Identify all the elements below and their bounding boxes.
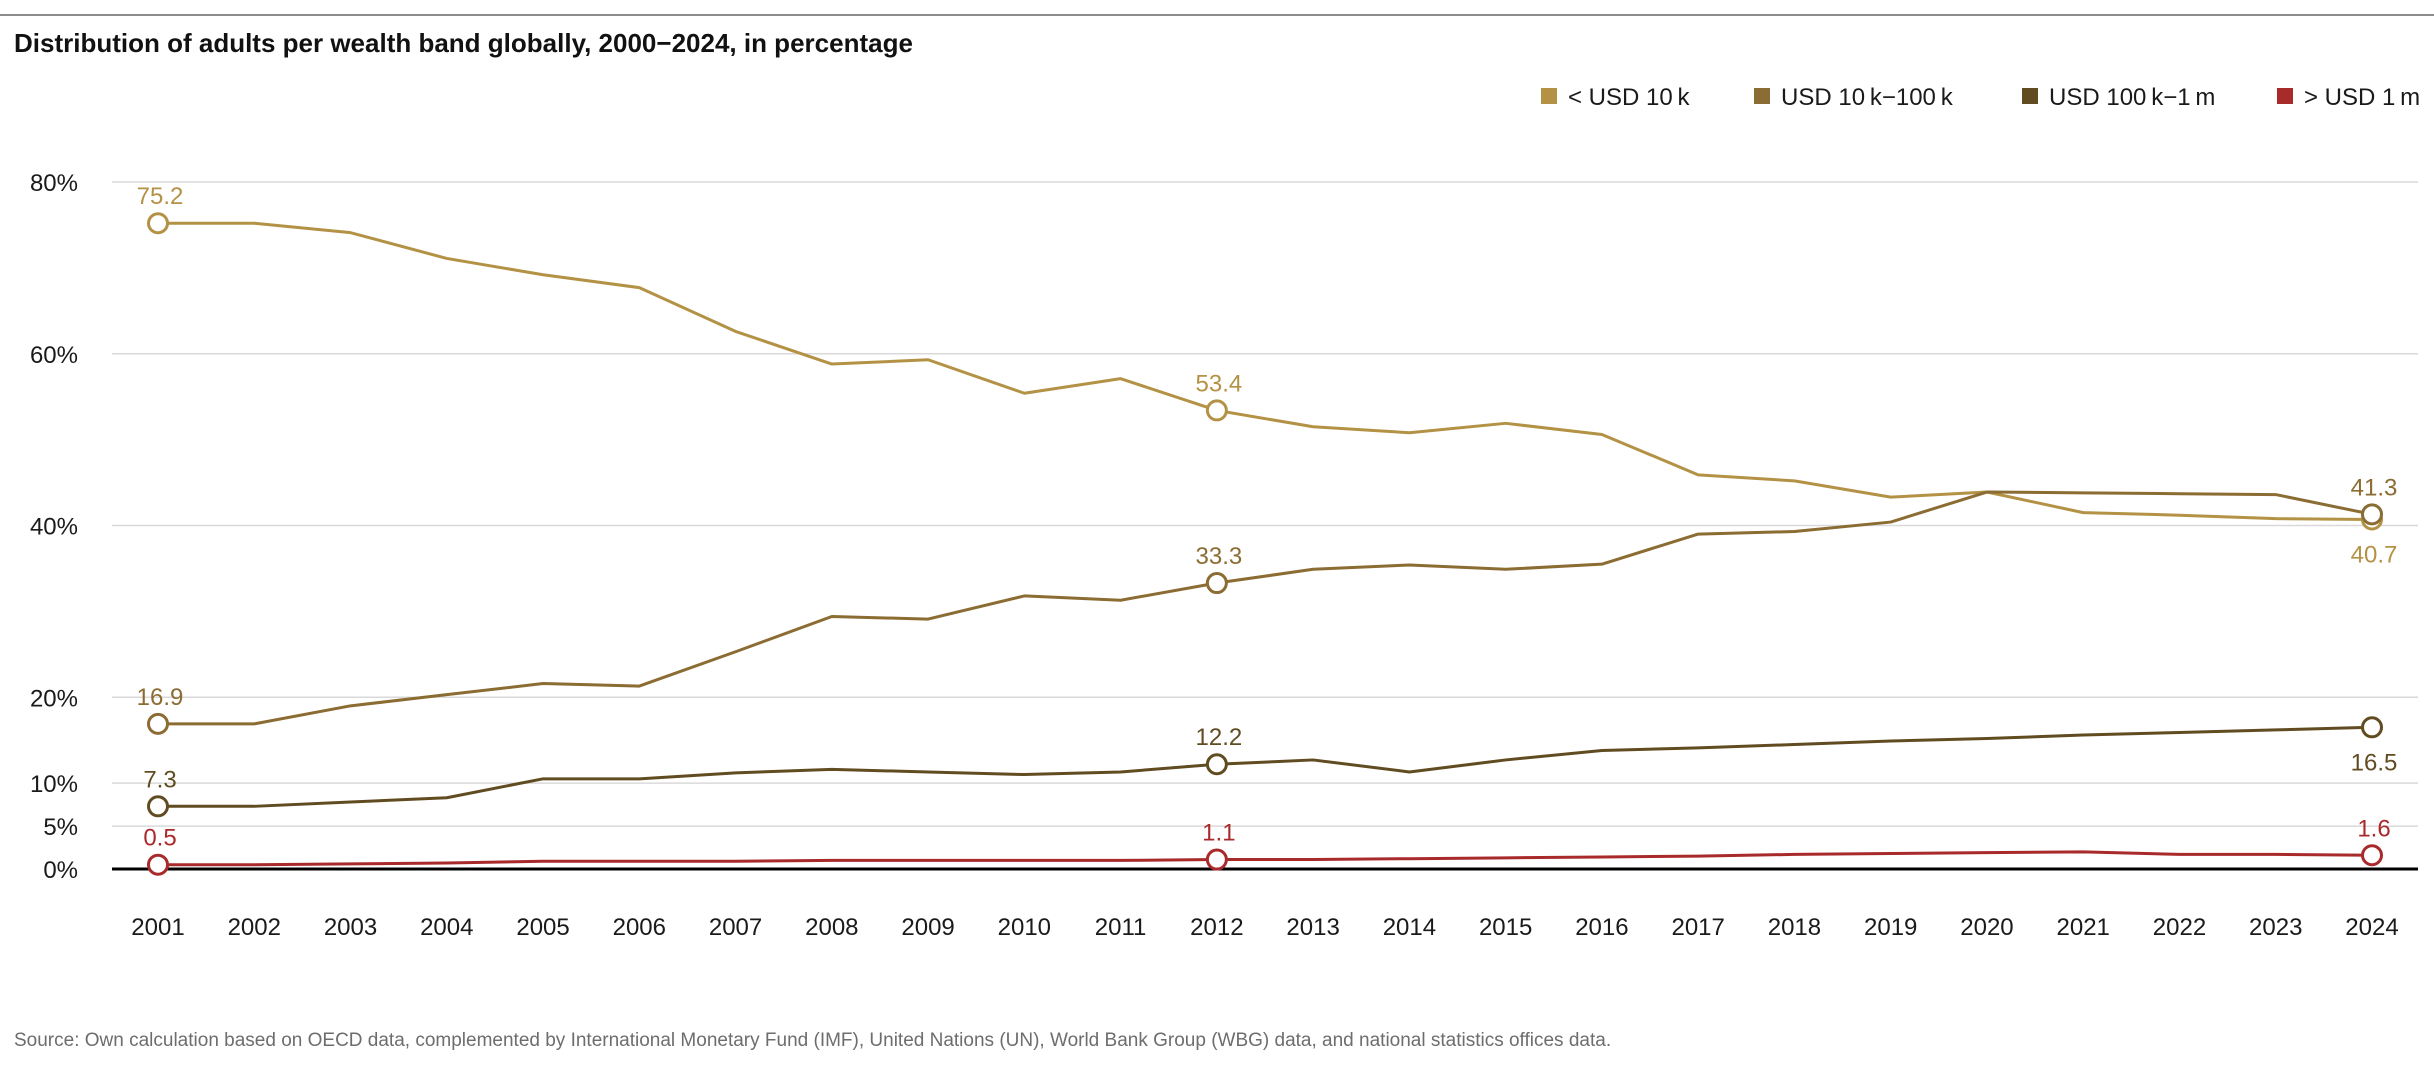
x-tick-label: 2001	[131, 914, 184, 941]
legend-label: < USD 10 k	[1568, 84, 1691, 111]
series-lines: 75.2 53.4 40.7 16.9 33.3 41.3 7.3 12.2 16.5 0.5 1.…	[137, 183, 2398, 876]
legend-swatch	[1754, 88, 1770, 104]
series-3: 0.5 1.1 1.6	[143, 815, 2391, 876]
y-tick-label: 5%	[43, 814, 78, 841]
data-label: 1.6	[2357, 815, 2390, 842]
x-tick-label: 2002	[228, 914, 281, 941]
data-label: 33.3	[1196, 543, 1243, 570]
y-tick-label: 0%	[43, 857, 78, 884]
series-line	[158, 221, 2373, 521]
series-line	[158, 850, 2373, 867]
line-chart: 0% 5% 10% 20% 40% 60% 80% 2001 2002 2003 2004 2005…	[30, 84, 2420, 941]
x-tick-label: 2020	[1960, 914, 2013, 941]
data-label: 1.1	[1202, 820, 1235, 847]
x-tick-label: 2007	[709, 914, 762, 941]
data-point-marker	[1205, 399, 1228, 422]
x-tick-label: 2010	[998, 914, 1051, 941]
legend-label: > USD 1 m	[2304, 84, 2420, 111]
x-tick-label: 2021	[2057, 914, 2110, 941]
series-0: 75.2 53.4 40.7	[137, 183, 2398, 568]
data-point-marker	[1205, 572, 1228, 595]
legend-swatch	[1541, 88, 1557, 104]
x-tick-label: 2009	[901, 914, 954, 941]
x-tick-label: 2024	[2345, 914, 2398, 941]
gridlines	[112, 181, 2418, 827]
legend-swatch	[2022, 88, 2038, 104]
legend-label: USD 10 k−100 k	[1781, 84, 1954, 111]
data-point-marker	[2361, 503, 2383, 526]
x-tick-label: 2019	[1864, 914, 1917, 941]
legend: < USD 10 k USD 10 k−100 k USD 100 k−1 m > U…	[1541, 84, 2420, 111]
series-2: 7.3 12.2 16.5	[143, 716, 2398, 818]
legend-swatch	[2277, 88, 2293, 104]
x-tick-label: 2015	[1479, 914, 1532, 941]
y-tick-label: 10%	[30, 771, 78, 798]
data-point-marker	[2361, 844, 2383, 867]
x-tick-label: 2008	[805, 914, 858, 941]
x-tick-label: 2022	[2153, 914, 2206, 941]
x-tick-label: 2016	[1575, 914, 1628, 941]
y-tick-label: 80%	[30, 170, 78, 197]
y-tick-label: 40%	[30, 514, 78, 541]
chart-title: Distribution of adults per wealth band g…	[14, 28, 913, 58]
data-label: 75.2	[137, 183, 184, 210]
x-tick-label: 2018	[1768, 914, 1821, 941]
data-point-marker	[1205, 848, 1228, 871]
x-tick-label: 2013	[1286, 914, 1339, 941]
data-label: 53.4	[1196, 370, 1243, 397]
x-tick-label: 2003	[324, 914, 377, 941]
y-tick-label: 60%	[30, 342, 78, 369]
x-tick-label: 2014	[1383, 914, 1436, 941]
x-tick-label: 2011	[1095, 914, 1147, 941]
x-tick-label: 2006	[613, 914, 666, 941]
top-rule	[0, 14, 2434, 16]
x-tick-label: 2012	[1190, 914, 1243, 941]
series-line	[158, 490, 2373, 726]
data-point-marker	[147, 795, 169, 818]
y-axis: 0% 5% 10% 20% 40% 60% 80%	[30, 170, 78, 884]
source-note: Source: Own calculation based on OECD da…	[14, 1030, 1612, 1051]
x-tick-label: 2005	[516, 914, 569, 941]
data-label: 16.5	[2351, 749, 2398, 776]
data-label: 7.3	[143, 766, 176, 793]
data-point-marker	[1205, 753, 1228, 776]
data-point-marker	[2361, 716, 2383, 739]
data-label: 16.9	[137, 684, 184, 711]
data-point-marker	[147, 212, 169, 235]
legend-label: USD 100 k−1 m	[2049, 84, 2215, 111]
y-tick-label: 20%	[30, 685, 78, 712]
data-point-marker	[147, 712, 169, 735]
series-1: 16.9 33.3 41.3	[137, 474, 2398, 735]
data-label: 12.2	[1196, 724, 1243, 751]
data-label: 40.7	[2351, 541, 2398, 568]
data-label: 41.3	[2351, 474, 2398, 501]
x-tick-label: 2017	[1671, 914, 1724, 941]
x-axis: 2001 2002 2003 2004 2005 2006 2007 2008 2009 2010…	[112, 867, 2418, 941]
series-line	[158, 725, 2373, 808]
x-tick-label: 2004	[420, 914, 473, 941]
data-label: 0.5	[143, 825, 176, 852]
x-tick-label: 2023	[2249, 914, 2302, 941]
data-point-marker	[147, 853, 169, 876]
